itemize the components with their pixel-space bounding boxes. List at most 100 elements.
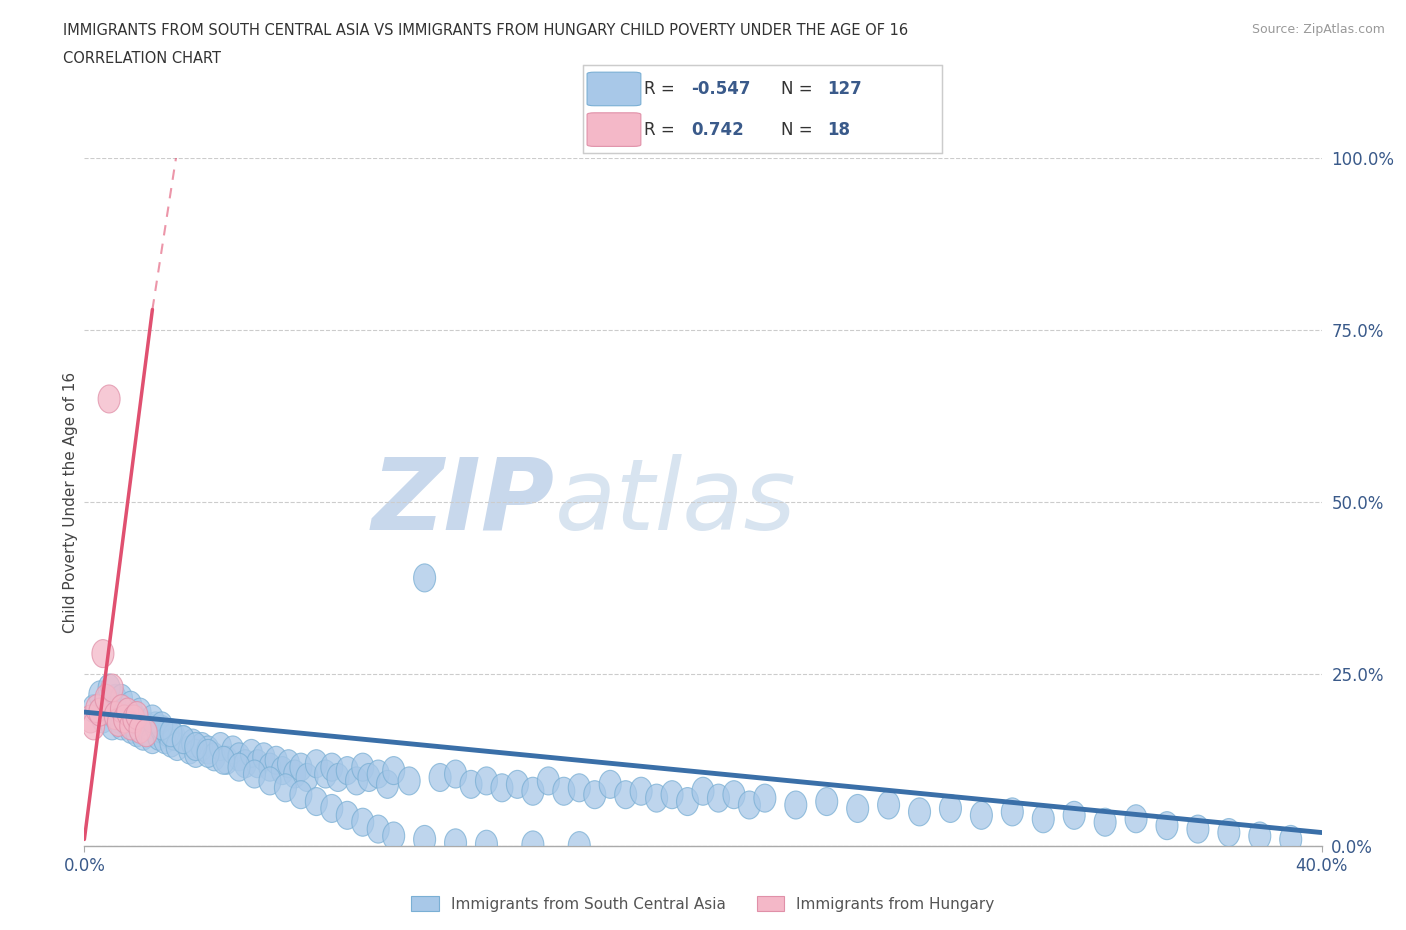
Ellipse shape [259,753,281,781]
Ellipse shape [179,736,201,764]
Ellipse shape [150,715,173,743]
Ellipse shape [444,829,467,857]
Ellipse shape [98,698,120,726]
Ellipse shape [98,674,120,702]
Ellipse shape [970,802,993,830]
Ellipse shape [96,684,117,712]
Ellipse shape [104,701,127,729]
Ellipse shape [815,788,838,816]
Ellipse shape [877,791,900,819]
Ellipse shape [160,729,181,757]
Ellipse shape [129,698,150,726]
Ellipse shape [785,791,807,819]
Ellipse shape [120,711,142,740]
Ellipse shape [122,705,145,733]
Ellipse shape [266,746,287,775]
Ellipse shape [429,764,451,791]
Ellipse shape [553,777,575,805]
Ellipse shape [271,757,294,785]
Ellipse shape [537,767,560,795]
Ellipse shape [522,830,544,859]
Ellipse shape [367,760,389,788]
Ellipse shape [132,723,155,751]
Ellipse shape [475,830,498,858]
Ellipse shape [1249,822,1271,850]
Ellipse shape [328,764,349,791]
Text: 127: 127 [827,80,862,98]
Ellipse shape [259,767,281,795]
Text: R =: R = [644,80,681,98]
Ellipse shape [107,709,129,737]
Ellipse shape [142,725,163,753]
Ellipse shape [253,743,274,771]
Text: 18: 18 [827,121,851,139]
Ellipse shape [122,701,145,729]
Legend: Immigrants from South Central Asia, Immigrants from Hungary: Immigrants from South Central Asia, Immi… [405,890,1001,918]
Ellipse shape [166,733,188,761]
Ellipse shape [382,757,405,785]
Ellipse shape [382,822,405,850]
Ellipse shape [352,808,374,836]
Ellipse shape [321,794,343,822]
Ellipse shape [127,701,148,729]
Ellipse shape [676,788,699,816]
Ellipse shape [96,688,117,716]
Ellipse shape [290,780,312,809]
Ellipse shape [120,715,142,743]
Ellipse shape [583,780,606,809]
Ellipse shape [321,753,343,781]
Ellipse shape [1156,812,1178,840]
Ellipse shape [707,784,730,812]
Ellipse shape [129,715,150,743]
Ellipse shape [235,750,256,777]
Ellipse shape [157,719,179,747]
Ellipse shape [413,826,436,854]
Text: R =: R = [644,121,686,139]
Text: Source: ZipAtlas.com: Source: ZipAtlas.com [1251,23,1385,36]
Ellipse shape [475,767,498,795]
Ellipse shape [1187,815,1209,844]
Ellipse shape [197,739,219,767]
Ellipse shape [352,753,374,781]
Ellipse shape [284,760,305,788]
Ellipse shape [661,780,683,809]
Ellipse shape [568,774,591,802]
Ellipse shape [1094,808,1116,836]
Ellipse shape [645,784,668,812]
Ellipse shape [228,753,250,781]
Ellipse shape [80,705,101,733]
Ellipse shape [359,764,380,791]
Text: CORRELATION CHART: CORRELATION CHART [63,51,221,66]
Ellipse shape [184,739,207,767]
Ellipse shape [114,705,135,733]
Ellipse shape [630,777,652,805]
Ellipse shape [491,774,513,802]
Ellipse shape [135,719,157,747]
Ellipse shape [367,815,389,844]
Ellipse shape [184,733,207,761]
Ellipse shape [127,719,148,747]
Ellipse shape [89,698,111,726]
Ellipse shape [754,784,776,812]
Ellipse shape [98,385,120,413]
Ellipse shape [83,695,104,723]
Ellipse shape [145,711,166,740]
Ellipse shape [240,739,263,767]
Ellipse shape [243,760,266,788]
Ellipse shape [160,719,181,747]
Ellipse shape [111,711,132,740]
Ellipse shape [290,753,312,781]
FancyBboxPatch shape [588,113,641,146]
Ellipse shape [163,723,186,751]
Ellipse shape [1001,798,1024,826]
Ellipse shape [104,684,127,712]
Ellipse shape [305,750,328,777]
Text: IMMIGRANTS FROM SOUTH CENTRAL ASIA VS IMMIGRANTS FROM HUNGARY CHILD POVERTY UNDE: IMMIGRANTS FROM SOUTH CENTRAL ASIA VS IM… [63,23,908,38]
Ellipse shape [153,725,176,753]
Ellipse shape [738,791,761,819]
Ellipse shape [129,709,150,737]
Ellipse shape [111,684,132,712]
FancyBboxPatch shape [588,73,641,106]
Ellipse shape [91,640,114,668]
Ellipse shape [114,698,135,726]
